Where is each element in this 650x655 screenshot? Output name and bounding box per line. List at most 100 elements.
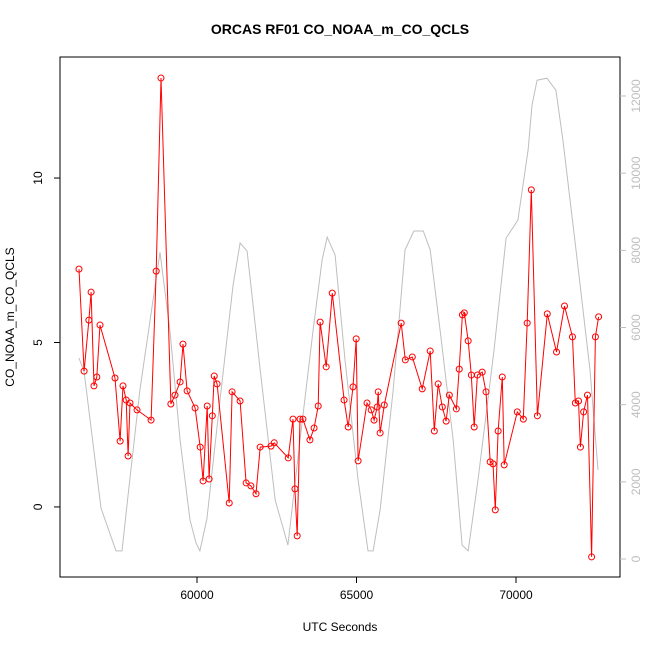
data-point	[367, 406, 375, 414]
data-point	[588, 553, 596, 561]
data-point	[270, 439, 278, 447]
data-point	[470, 423, 478, 431]
data-point	[374, 388, 382, 396]
data-point	[225, 499, 233, 507]
data-point	[438, 403, 446, 411]
data-point	[291, 485, 299, 493]
data-point	[458, 311, 466, 319]
data-point	[157, 74, 165, 82]
data-point	[543, 310, 551, 318]
data-point	[445, 391, 453, 399]
data-point	[494, 427, 502, 435]
data-point	[513, 408, 521, 416]
data-point	[397, 319, 405, 327]
data-point	[284, 454, 292, 462]
y2-tick-label: 0	[629, 555, 643, 562]
data-point	[583, 391, 591, 399]
data-point	[352, 335, 360, 343]
y2-tick-label: 12000	[629, 79, 643, 113]
y-axis-label: CO_NOAA_m_CO_QCLS	[3, 247, 17, 386]
data-point	[183, 387, 191, 395]
data-point	[533, 412, 541, 420]
data-point	[85, 316, 93, 324]
data-point	[203, 402, 211, 410]
data-point	[376, 429, 384, 437]
data-point	[452, 405, 460, 413]
data-point	[293, 532, 301, 540]
y2-tick-label: 6000	[629, 314, 643, 341]
data-point	[124, 452, 132, 460]
data-point	[430, 427, 438, 435]
data-point	[580, 408, 588, 416]
data-point	[306, 436, 314, 444]
y2-tick-label: 4000	[629, 391, 643, 418]
data-point	[560, 302, 568, 310]
data-point	[96, 321, 104, 329]
data-point	[236, 397, 244, 405]
data-point	[80, 367, 88, 375]
data-point	[478, 368, 486, 376]
data-point	[310, 424, 318, 432]
data-point	[442, 417, 450, 425]
data-point	[408, 353, 416, 361]
data-point	[252, 490, 260, 498]
x-tick-label: 70000	[499, 588, 533, 602]
data-point	[289, 415, 297, 423]
data-point	[133, 406, 141, 414]
data-point	[176, 378, 184, 386]
data-point	[171, 391, 179, 399]
data-point	[575, 397, 583, 405]
data-point	[568, 333, 576, 341]
data-point	[344, 423, 352, 431]
data-point	[455, 365, 463, 373]
data-point	[491, 506, 499, 514]
data-point	[591, 333, 599, 341]
y2-tick-label: 2000	[629, 468, 643, 495]
data-point	[464, 337, 472, 345]
data-point	[208, 412, 216, 420]
chart-title: ORCAS RF01 CO_NOAA_m_CO_QCLS	[211, 21, 469, 37]
data-point	[340, 396, 348, 404]
data-point	[523, 319, 531, 327]
data-point	[179, 340, 187, 348]
y-tick-label: 0	[31, 503, 45, 510]
data-point	[314, 402, 322, 410]
data-point	[373, 403, 381, 411]
data-point	[247, 482, 255, 490]
data-point	[90, 382, 98, 390]
data-point	[363, 399, 371, 407]
data-point	[380, 401, 388, 409]
data-point	[256, 443, 264, 451]
y-tick-label: 5	[31, 339, 45, 346]
data-point	[553, 348, 561, 356]
x-tick-label: 65000	[340, 588, 374, 602]
data-point	[322, 363, 330, 371]
data-point	[119, 382, 127, 390]
data-point	[576, 443, 584, 451]
data-point	[126, 399, 134, 407]
data-point	[426, 347, 434, 355]
data-point	[111, 374, 119, 382]
data-point	[167, 400, 175, 408]
data-point	[401, 356, 409, 364]
data-point	[418, 385, 426, 393]
data-point	[152, 267, 160, 275]
data-point	[196, 443, 204, 451]
data-point	[191, 404, 199, 412]
data-point	[299, 415, 307, 423]
data-point	[210, 372, 218, 380]
data-point	[595, 313, 603, 321]
data-point	[527, 186, 535, 194]
data-point	[349, 383, 357, 391]
x-axis-label: UTC Seconds	[303, 620, 378, 634]
plot-frame	[59, 56, 621, 578]
data-point	[228, 388, 236, 396]
data-point	[354, 457, 362, 465]
data-point	[205, 475, 213, 483]
y2-tick-label: 8000	[629, 237, 643, 264]
data-point	[482, 388, 490, 396]
data-point	[147, 416, 155, 424]
y-tick-label: 10	[31, 171, 45, 185]
